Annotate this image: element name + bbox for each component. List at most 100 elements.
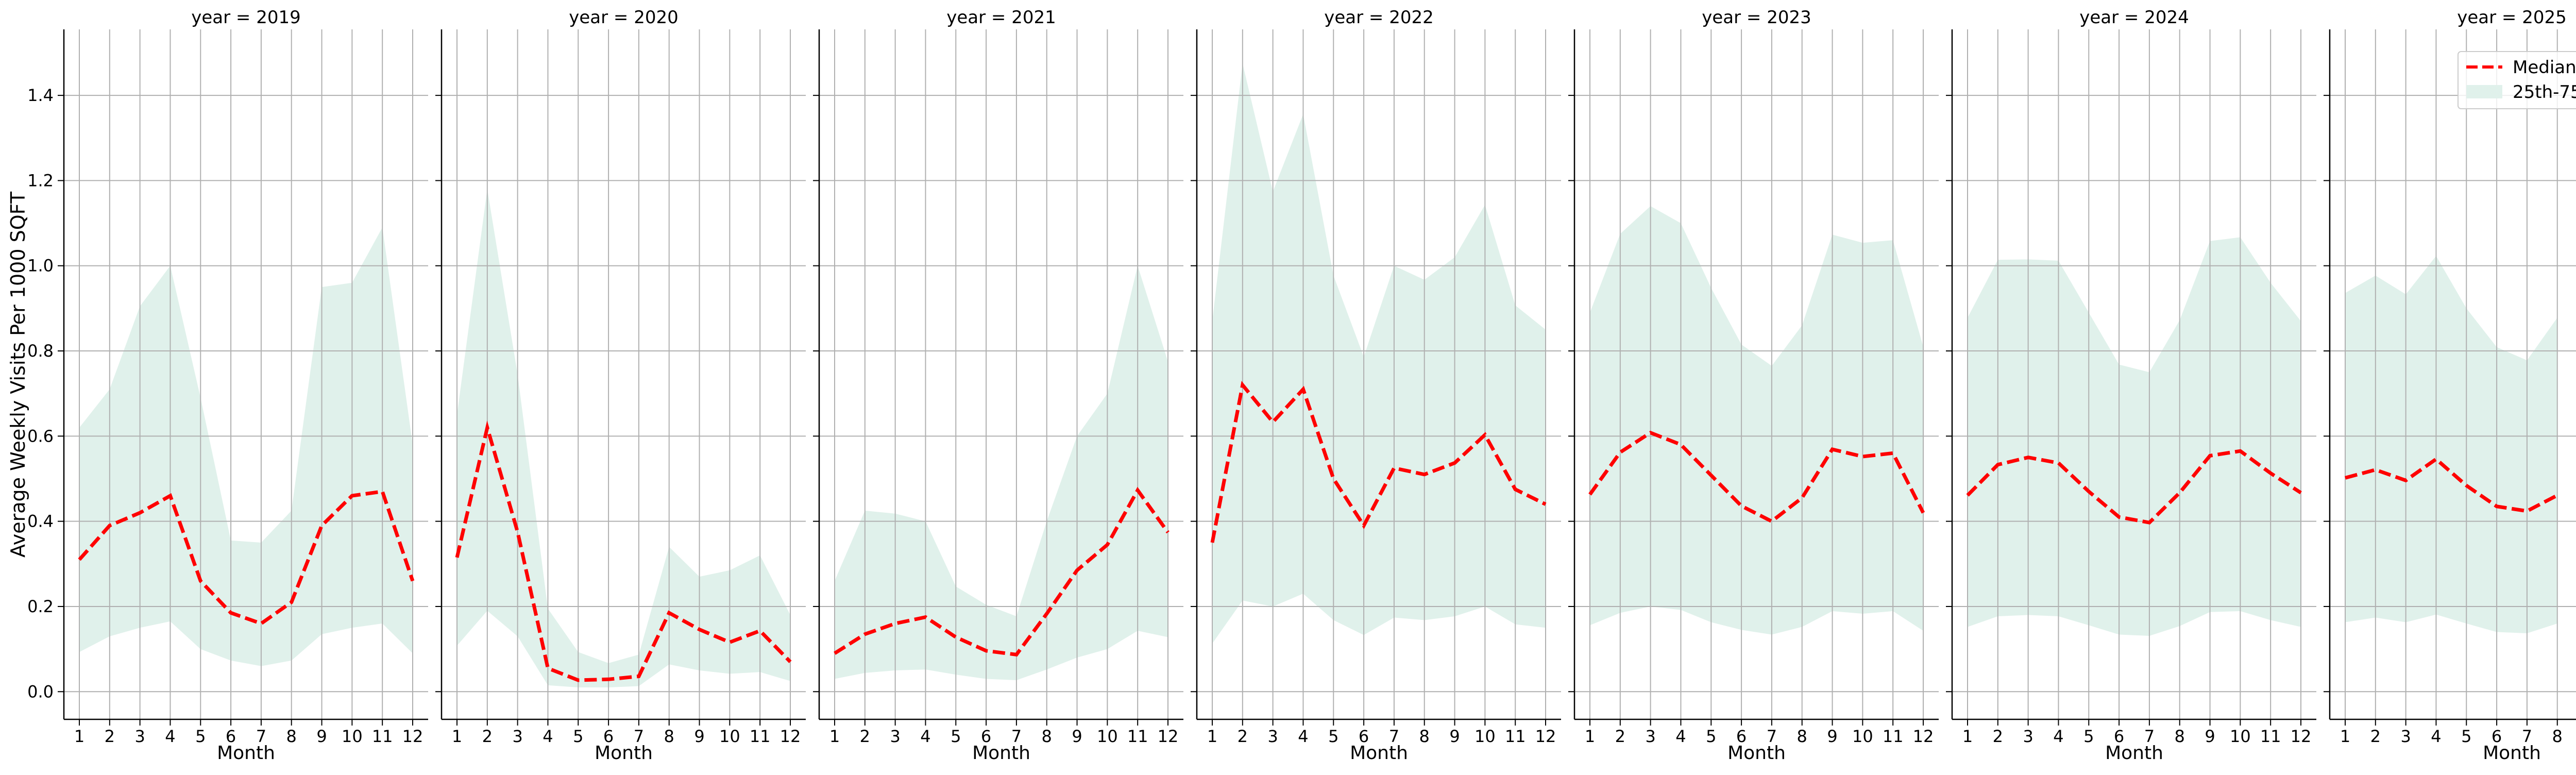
x-tick-label: 8 [2552, 727, 2563, 746]
panel-title: year = 2019 [191, 7, 300, 28]
x-axis-label: Month [595, 743, 653, 764]
x-tick-label: 4 [2053, 727, 2063, 746]
legend: Median 25th-75th Percentile [2458, 52, 2576, 109]
legend-band-label: 25th-75th Percentile [2513, 82, 2576, 103]
x-tick-label: 10 [1097, 727, 1118, 746]
x-tick-label: 5 [2083, 727, 2094, 746]
x-tick-label: 2 [2370, 727, 2381, 746]
x-tick-label: 4 [1298, 727, 1308, 746]
x-tick-label: 9 [316, 727, 327, 746]
x-tick-label: 12 [1158, 727, 1179, 746]
panel-title: year = 2024 [2079, 7, 2189, 28]
x-tick-label: 5 [1706, 727, 1716, 746]
y-tick-label: 0.6 [27, 426, 54, 446]
x-tick-label: 9 [1449, 727, 1460, 746]
panel-title: year = 2023 [1702, 7, 1811, 28]
x-tick-label: 11 [372, 727, 393, 746]
percentile-band [835, 266, 1168, 680]
x-tick-label: 9 [2205, 727, 2215, 746]
x-tick-label: 2 [482, 727, 493, 746]
x-tick-label: 4 [1675, 727, 1686, 746]
x-tick-label: 12 [402, 727, 423, 746]
x-tick-label: 10 [719, 727, 740, 746]
x-tick-label: 3 [1267, 727, 1278, 746]
percentile-band [457, 189, 790, 687]
x-tick-label: 3 [2400, 727, 2411, 746]
percentile-band [2345, 256, 2557, 633]
y-tick-label: 0.8 [27, 341, 54, 361]
x-tick-label: 12 [1535, 727, 1556, 746]
x-tick-label: 2 [105, 727, 115, 746]
x-tick-label: 11 [1505, 727, 1526, 746]
x-tick-label: 5 [951, 727, 961, 746]
x-tick-label: 1 [2340, 727, 2350, 746]
x-tick-label: 10 [1852, 727, 1873, 746]
x-tick-label: 1 [829, 727, 840, 746]
x-tick-label: 10 [2230, 727, 2251, 746]
x-tick-label: 5 [2461, 727, 2471, 746]
x-tick-label: 9 [694, 727, 704, 746]
x-tick-label: 5 [195, 727, 206, 746]
x-tick-label: 1 [74, 727, 84, 746]
x-tick-label: 1 [1207, 727, 1217, 746]
x-axis-label: Month [1727, 743, 1786, 764]
x-axis-label: Month [217, 743, 275, 764]
percentile-band [1590, 206, 1923, 635]
x-axis-label: Month [2483, 743, 2541, 764]
legend-band-swatch [2466, 85, 2502, 98]
percentile-band [79, 227, 413, 666]
x-tick-label: 2 [1615, 727, 1625, 746]
x-tick-label: 10 [342, 727, 363, 746]
x-tick-label: 4 [2431, 727, 2441, 746]
x-tick-label: 1 [1962, 727, 1973, 746]
x-tick-label: 10 [1475, 727, 1496, 746]
y-tick-label: 0.2 [27, 597, 54, 616]
x-axis-label: Month [972, 743, 1030, 764]
x-tick-label: 8 [664, 727, 674, 746]
panel-title: year = 2022 [1324, 7, 1433, 28]
y-tick-label: 1.4 [27, 86, 54, 105]
x-tick-label: 12 [2291, 727, 2312, 746]
x-tick-label: 12 [780, 727, 801, 746]
x-tick-label: 3 [2023, 727, 2033, 746]
y-tick-label: 0.0 [27, 682, 54, 701]
x-tick-label: 3 [1645, 727, 1655, 746]
x-tick-label: 2 [1238, 727, 1248, 746]
legend-median-label: Median [2513, 57, 2576, 78]
x-tick-label: 3 [134, 727, 145, 746]
x-tick-label: 1 [452, 727, 462, 746]
x-tick-label: 2 [860, 727, 870, 746]
x-tick-label: 11 [750, 727, 771, 746]
x-tick-label: 4 [165, 727, 175, 746]
x-tick-label: 9 [1827, 727, 1837, 746]
panel-title: year = 2021 [946, 7, 1056, 28]
panel-title: year = 2020 [569, 7, 678, 28]
x-tick-label: 11 [1127, 727, 1148, 746]
x-tick-label: 1 [1585, 727, 1595, 746]
x-tick-label: 8 [1419, 727, 1430, 746]
percentile-band [1212, 63, 1546, 644]
y-tick-label: 1.0 [27, 256, 54, 276]
x-tick-label: 12 [1913, 727, 1934, 746]
x-tick-label: 3 [890, 727, 900, 746]
y-tick-label: 1.2 [27, 171, 54, 190]
y-tick-label: 0.4 [27, 512, 54, 531]
x-tick-label: 11 [1883, 727, 1904, 746]
panel-title: year = 2025 [2457, 7, 2566, 28]
x-tick-label: 8 [1797, 727, 1807, 746]
x-tick-label: 5 [1328, 727, 1338, 746]
x-tick-label: 9 [1072, 727, 1082, 746]
x-tick-label: 5 [573, 727, 583, 746]
x-axis-label: Month [1350, 743, 1408, 764]
x-axis-label: Month [2105, 743, 2163, 764]
x-tick-label: 3 [512, 727, 522, 746]
panel-2025: year = 2025123456789101112Month [2324, 7, 2576, 764]
x-tick-label: 8 [286, 727, 297, 746]
x-tick-label: 11 [2260, 727, 2281, 746]
x-tick-label: 8 [2175, 727, 2185, 746]
